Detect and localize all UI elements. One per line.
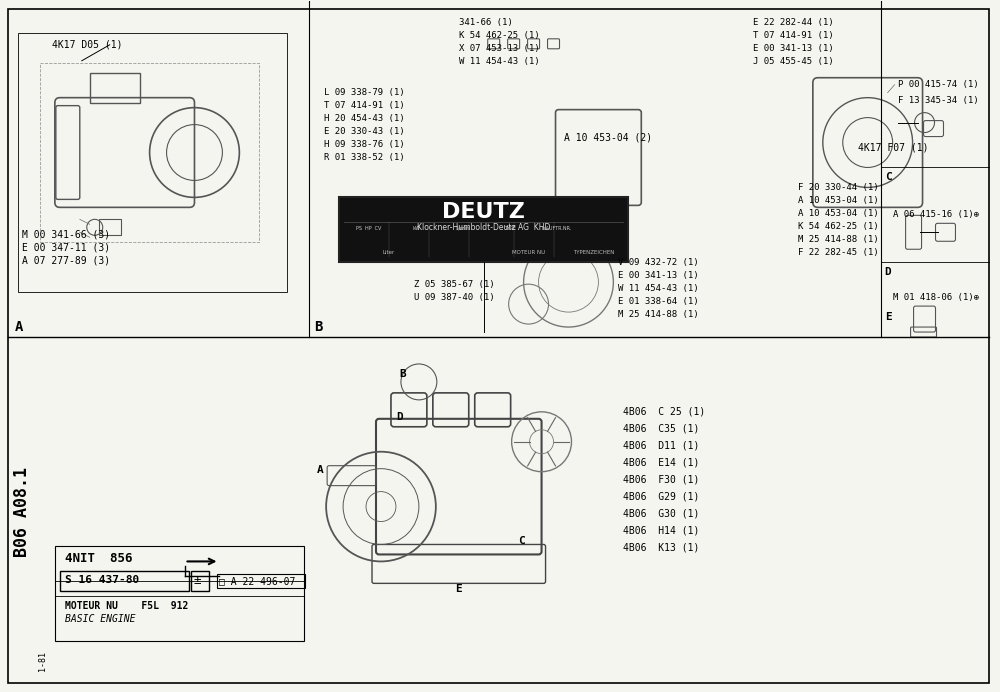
- Text: 4B06  H14 (1): 4B06 H14 (1): [623, 525, 700, 536]
- Text: S 16 437-80: S 16 437-80: [65, 575, 139, 585]
- Text: P 00 415-74 (1): P 00 415-74 (1): [898, 80, 978, 89]
- Text: M 01 418-06 (1)⊕: M 01 418-06 (1)⊕: [893, 293, 979, 302]
- Text: V 09 432-72 (1): V 09 432-72 (1): [618, 257, 699, 266]
- Text: A: A: [15, 320, 23, 334]
- Text: M 25 414-88 (1): M 25 414-88 (1): [798, 235, 879, 244]
- Text: TYPE: TYPE: [504, 226, 516, 231]
- Bar: [217, 574, 305, 588]
- Text: W 11 454-43 (1): W 11 454-43 (1): [618, 284, 699, 293]
- Text: 4NIT  856: 4NIT 856: [65, 552, 132, 565]
- Text: 4B06  K13 (1): 4B06 K13 (1): [623, 543, 700, 552]
- Text: PS  HP  CV: PS HP CV: [356, 226, 382, 231]
- Text: Z 05 385-67 (1): Z 05 385-67 (1): [414, 280, 495, 289]
- Text: W 11 454-43 (1): W 11 454-43 (1): [459, 57, 539, 66]
- Text: Klockner-Humboldt-Deutz AG  KHD: Klockner-Humboldt-Deutz AG KHD: [417, 223, 550, 232]
- Text: DEUTZ: DEUTZ: [442, 202, 525, 222]
- Text: 341-66 (1): 341-66 (1): [459, 19, 513, 28]
- Text: 4B06  D11 (1): 4B06 D11 (1): [623, 441, 700, 450]
- Text: A: A: [317, 464, 324, 475]
- Text: L 09 338-79 (1): L 09 338-79 (1): [324, 88, 405, 97]
- Text: T 07 414-91 (1): T 07 414-91 (1): [324, 101, 405, 110]
- Text: E 01 338-64 (1): E 01 338-64 (1): [618, 297, 699, 306]
- Text: E 20 330-43 (1): E 20 330-43 (1): [324, 127, 405, 136]
- Text: MOTEUR NU: MOTEUR NU: [512, 250, 545, 255]
- Text: kW: kW: [412, 226, 420, 231]
- Bar: [60, 572, 189, 592]
- Text: B: B: [399, 369, 406, 379]
- Text: MOTEUR NU    F5L  912: MOTEUR NU F5L 912: [65, 601, 188, 611]
- Text: D: D: [885, 267, 891, 277]
- Text: n.AUFTR.NR.: n.AUFTR.NR.: [541, 226, 572, 231]
- Text: TYPENZEICHEN: TYPENZEICHEN: [573, 250, 614, 255]
- Text: M 25 414-88 (1): M 25 414-88 (1): [618, 309, 699, 318]
- Text: 1/min: 1/min: [456, 226, 470, 231]
- Text: 4B06  G29 (1): 4B06 G29 (1): [623, 491, 700, 502]
- Text: E 00 341-13 (1): E 00 341-13 (1): [618, 271, 699, 280]
- Text: E 00 347-11 (3): E 00 347-11 (3): [22, 242, 110, 253]
- Text: J 05 455-45 (1): J 05 455-45 (1): [753, 57, 834, 66]
- Text: E: E: [455, 584, 462, 594]
- Text: BASIC ENGINE: BASIC ENGINE: [65, 614, 135, 624]
- Text: 4K17 D05 (1): 4K17 D05 (1): [52, 40, 122, 50]
- Text: 4B06  E14 (1): 4B06 E14 (1): [623, 457, 700, 468]
- Text: A 06 415-16 (1)⊕: A 06 415-16 (1)⊕: [893, 210, 979, 219]
- Text: D: D: [396, 412, 403, 422]
- Text: E 22 282-44 (1): E 22 282-44 (1): [753, 19, 834, 28]
- Bar: [18, 33, 287, 292]
- Bar: [191, 572, 209, 592]
- Text: F 13 345-34 (1): F 13 345-34 (1): [898, 96, 978, 105]
- Text: ±: ±: [193, 574, 201, 587]
- Bar: [55, 547, 304, 641]
- Text: H 09 338-76 (1): H 09 338-76 (1): [324, 140, 405, 149]
- Text: □ A 22 496-07: □ A 22 496-07: [219, 576, 296, 586]
- Text: T 07 414-91 (1): T 07 414-91 (1): [753, 31, 834, 40]
- Text: E 00 341-13 (1): E 00 341-13 (1): [753, 44, 834, 53]
- Text: K 54 462-25 (1): K 54 462-25 (1): [798, 222, 879, 231]
- Text: 4K17 F07 (1): 4K17 F07 (1): [858, 143, 928, 152]
- Text: F 22 282-45 (1): F 22 282-45 (1): [798, 248, 879, 257]
- Text: H 20 454-43 (1): H 20 454-43 (1): [324, 114, 405, 123]
- Text: 4B06  C35 (1): 4B06 C35 (1): [623, 424, 700, 434]
- Text: U 09 387-40 (1): U 09 387-40 (1): [414, 293, 495, 302]
- Text: E: E: [885, 312, 891, 322]
- Text: Liter: Liter: [383, 250, 395, 255]
- Text: A 10 453-04 (2): A 10 453-04 (2): [564, 133, 652, 143]
- Text: 4B06  G30 (1): 4B06 G30 (1): [623, 509, 700, 518]
- Text: B: B: [314, 320, 323, 334]
- Text: 4B06  F30 (1): 4B06 F30 (1): [623, 475, 700, 484]
- Text: K 54 462-25 (1): K 54 462-25 (1): [459, 31, 539, 40]
- Text: A 07 277-89 (3): A 07 277-89 (3): [22, 255, 110, 265]
- Text: X 07 453-13 (1): X 07 453-13 (1): [459, 44, 539, 53]
- Text: R 01 338-52 (1): R 01 338-52 (1): [324, 153, 405, 162]
- Text: M 00 341-66 (3): M 00 341-66 (3): [22, 229, 110, 239]
- Text: C: C: [519, 536, 525, 547]
- Text: 4B06  C 25 (1): 4B06 C 25 (1): [623, 407, 706, 417]
- Bar: [90, 73, 140, 102]
- Text: A 10 453-04 (1): A 10 453-04 (1): [798, 196, 879, 205]
- Text: B06 A08.1: B06 A08.1: [13, 466, 31, 556]
- Bar: [339, 197, 628, 262]
- Text: 1-81: 1-81: [38, 651, 47, 671]
- Text: A 10 453-04 (1): A 10 453-04 (1): [798, 209, 879, 218]
- Text: C: C: [885, 172, 891, 183]
- Bar: [40, 63, 259, 242]
- Text: F 20 330-44 (1): F 20 330-44 (1): [798, 183, 879, 192]
